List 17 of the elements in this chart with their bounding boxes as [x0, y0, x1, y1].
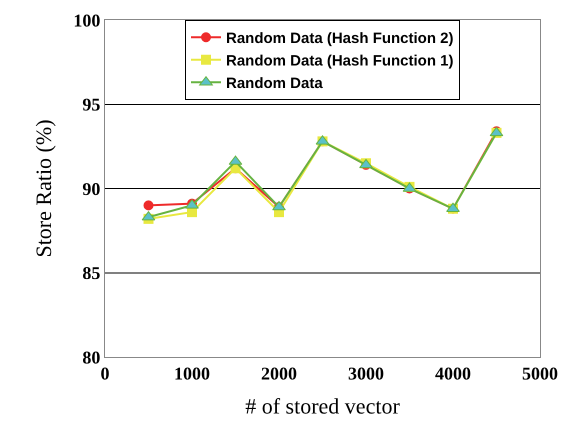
legend-label: Random Data (Hash Function 1): [226, 52, 454, 70]
x-tick-label: 0: [100, 364, 110, 384]
y-tick-label: 80: [82, 347, 100, 368]
y-tick-label: 95: [82, 94, 100, 115]
y-tick-label: 85: [82, 263, 100, 284]
point: [144, 200, 154, 210]
y-axis-title: Store Ratio (%): [31, 119, 56, 258]
x-tick-label: 5000: [522, 364, 558, 384]
x-tick-label: 1000: [174, 364, 210, 384]
legend-label: Random Data (Hash Function 2): [226, 30, 454, 48]
x-tick-label: 4000: [435, 364, 471, 384]
x-tick-label: 3000: [348, 364, 384, 384]
legend-label: Random Data: [226, 75, 324, 92]
x-axis-title: # of stored vector: [245, 394, 400, 418]
x-tick-label: 2000: [261, 364, 297, 384]
y-tick-label: 100: [73, 10, 100, 30]
y-tick-label: 90: [82, 178, 100, 199]
